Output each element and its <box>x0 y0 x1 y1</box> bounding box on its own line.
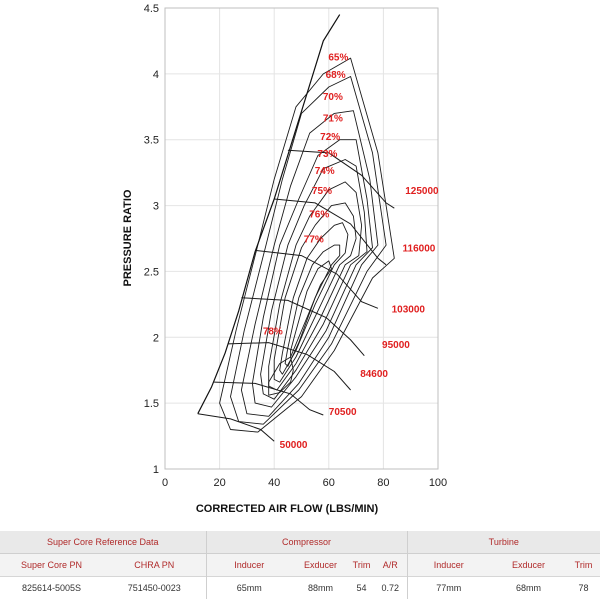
x-tick-label: 80 <box>377 477 389 489</box>
table-cell: 77mm <box>406 576 491 599</box>
efficiency-island-73 <box>268 181 363 391</box>
column-header: Inducer <box>205 553 292 577</box>
y-tick-label: 1 <box>153 464 159 476</box>
efficiency-label: 77% <box>304 235 324 246</box>
y-tick-label: 2.5 <box>144 266 159 278</box>
y-tick-label: 4.5 <box>144 3 159 15</box>
efficiency-label: 72% <box>320 132 340 143</box>
column-header: Trim <box>567 553 600 577</box>
x-tick-label: 0 <box>162 477 168 489</box>
efficiency-island-70 <box>240 110 379 417</box>
speed-label: 116000 <box>403 244 436 255</box>
y-tick-label: 4 <box>153 69 159 81</box>
x-tick-label: 20 <box>213 477 225 489</box>
x-tick-label: 40 <box>268 477 280 489</box>
efficiency-label: 76% <box>309 209 329 220</box>
group-header-compressor: Compressor <box>205 531 408 554</box>
speed-label: 70500 <box>329 407 357 418</box>
grid <box>164 7 439 470</box>
efficiency-islands <box>219 57 395 433</box>
column-header: Super Core PN <box>0 553 103 577</box>
efficiency-island-76 <box>284 244 341 367</box>
efficiency-island-75 <box>279 222 349 375</box>
column-header: Trim <box>349 553 374 577</box>
y-tick-label: 1.5 <box>144 398 159 410</box>
y-tick-label: 2 <box>153 332 159 344</box>
column-header: Exducer <box>490 553 568 577</box>
plot-frame <box>164 7 439 470</box>
x-tick-label: 60 <box>323 477 335 489</box>
x-axis-title: CORRECTED AIR FLOW (LBS/MIN) <box>196 503 379 515</box>
speed-line-116000 <box>274 198 387 266</box>
surge-line <box>197 14 341 414</box>
speed-label: 50000 <box>280 440 308 451</box>
y-tick-label: 3 <box>153 201 159 213</box>
table-column-header-row: Super Core PN CHRA PN Inducer Exducer Tr… <box>0 553 600 577</box>
speed-label: 95000 <box>382 340 410 351</box>
efficiency-island-71 <box>251 139 373 408</box>
y-tick-label: 3.5 <box>144 135 159 147</box>
group-header-reference: Super Core Reference Data <box>0 531 206 554</box>
speed-line-70500 <box>214 381 324 416</box>
table-cell: 68mm <box>490 576 568 599</box>
efficiency-island-68 <box>230 76 387 425</box>
column-header: Inducer <box>406 553 491 577</box>
column-header: A/R <box>374 553 408 577</box>
chart-labels: 65% 68% 70% 71% 72% 73% 74% 75% 76% 77% 78% 125000 1… <box>263 53 439 451</box>
speed-line-50000 <box>197 413 275 442</box>
efficiency-label: 65% <box>328 53 348 64</box>
efficiency-island-72 <box>260 159 368 400</box>
efficiency-label: 74% <box>315 166 335 177</box>
table-cell: 825614-5005S <box>0 576 103 599</box>
efficiency-label: 68% <box>326 70 346 81</box>
table-group-header-row: Super Core Reference Data Compressor Tur… <box>0 531 600 554</box>
efficiency-label: 70% <box>323 92 343 103</box>
table-cell: 78 <box>567 576 600 599</box>
compressor-map-chart: 1 1.5 2 2.5 3 3.5 4 4.5 0 20 40 60 80 100 65% 68% 70% 71… <box>122 3 447 515</box>
efficiency-island-74 <box>273 202 357 383</box>
table-cell: 65mm <box>205 576 292 599</box>
speed-label: 84600 <box>360 369 388 380</box>
table-cell: 88mm <box>292 576 349 599</box>
speed-line-125000 <box>287 149 395 209</box>
table-cell: 0.72 <box>374 576 408 599</box>
group-header-turbine: Turbine <box>406 531 600 554</box>
super-core-reference-table: Super Core Reference Data Compressor Tur… <box>0 531 600 599</box>
table-cell: 54 <box>349 576 374 599</box>
speed-line-84600 <box>227 342 351 391</box>
table-cell: 751450-0023 <box>103 576 206 599</box>
table-row: 825614-5005S 751450-0023 65mm 88mm 54 0.… <box>0 576 600 599</box>
efficiency-label: 73% <box>317 149 337 160</box>
speed-lines <box>197 149 395 442</box>
x-tick-label: 100 <box>429 477 447 489</box>
column-header: CHRA PN <box>103 553 206 577</box>
efficiency-island-65 <box>219 57 395 433</box>
speed-label: 125000 <box>405 186 439 197</box>
tick-labels: 1 1.5 2 2.5 3 3.5 4 4.5 0 20 40 60 80 100 <box>144 3 447 489</box>
column-header: Exducer <box>292 553 349 577</box>
efficiency-label: 78% <box>263 327 283 338</box>
efficiency-label: 71% <box>323 113 343 124</box>
efficiency-island-78 <box>268 356 294 396</box>
efficiency-label: 75% <box>312 186 332 197</box>
speed-label: 103000 <box>392 304 426 315</box>
y-axis-title: PRESSURE RATIO <box>122 189 134 286</box>
